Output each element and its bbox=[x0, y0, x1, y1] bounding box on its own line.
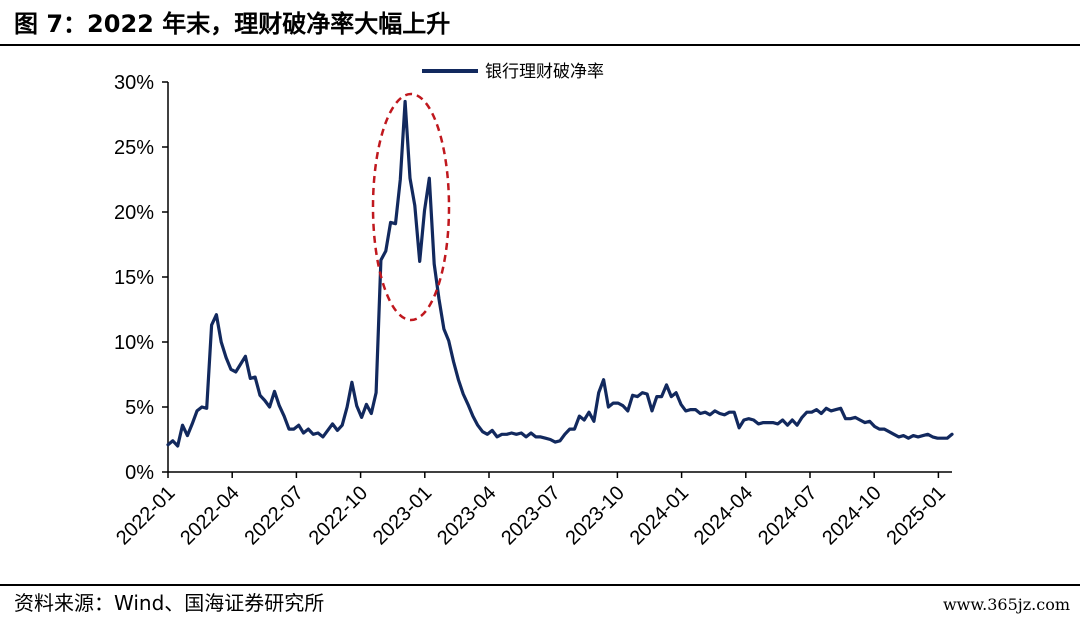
source-note: 资料来源：Wind、国海证券研究所 bbox=[14, 591, 325, 615]
series-line-0 bbox=[166, 99, 954, 448]
x-tick-label: 2024-10 bbox=[818, 482, 885, 549]
x-tick-label: 2023-04 bbox=[433, 482, 500, 549]
x-axis: 2022-012022-042022-072022-102023-012023-… bbox=[112, 471, 952, 549]
y-tick-label: 10% bbox=[114, 332, 154, 354]
x-tick-label: 2023-10 bbox=[561, 482, 628, 549]
y-tick-label: 25% bbox=[114, 137, 154, 159]
peak-highlight-ellipse bbox=[371, 92, 451, 322]
y-tick-label: 30% bbox=[114, 72, 154, 94]
legend: 银行理财破净率 bbox=[422, 62, 604, 82]
x-tick-label: 2024-07 bbox=[754, 482, 821, 549]
y-axis: 0% 5% 10% 15% 20% 25% 30% bbox=[114, 72, 169, 484]
y-tick-label: 0% bbox=[125, 462, 154, 484]
x-tick-label: 2024-01 bbox=[626, 482, 693, 549]
x-tick-label: 2022-10 bbox=[305, 482, 372, 549]
figure-title: 图 7：2022 年末，理财破净率大幅上升 bbox=[14, 10, 451, 38]
watermark-text: www.365jz.com bbox=[942, 595, 1070, 614]
series-group bbox=[166, 99, 954, 448]
top-divider bbox=[0, 44, 1080, 46]
x-tick-label: 2023-07 bbox=[497, 482, 564, 549]
annotation-group bbox=[371, 92, 451, 322]
x-tick-label: 2023-01 bbox=[369, 482, 436, 549]
y-tick-label: 5% bbox=[125, 397, 154, 419]
y-tick-label: 15% bbox=[114, 267, 154, 289]
x-tick-label: 2022-04 bbox=[176, 482, 243, 549]
line-chart: 0% 5% 10% 15% 20% 25% 30% 2022-012022-042022-0… bbox=[112, 62, 954, 549]
bottom-divider bbox=[0, 584, 1080, 586]
x-tick-label: 2025-01 bbox=[882, 482, 949, 549]
y-tick-label: 20% bbox=[114, 202, 154, 224]
x-tick-label: 2022-01 bbox=[112, 482, 179, 549]
x-tick-label: 2024-04 bbox=[690, 482, 757, 549]
x-tick-label: 2022-07 bbox=[240, 482, 307, 549]
legend-label: 银行理财破净率 bbox=[485, 62, 604, 82]
